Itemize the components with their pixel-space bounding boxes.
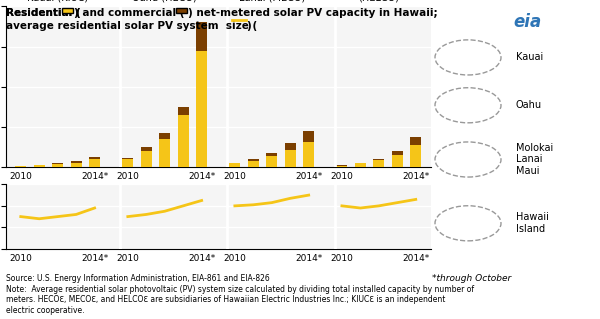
- Text: *through October: *through October: [432, 274, 511, 283]
- Bar: [410, 137, 421, 145]
- Text: Source: U.S. Energy Information Administration, EIA-861 and EIA-826
Note:  Avera: Source: U.S. Energy Information Administ…: [6, 274, 474, 315]
- Text: Kauai (KIUC): Kauai (KIUC): [27, 0, 88, 2]
- Bar: [34, 165, 45, 166]
- Bar: [89, 157, 100, 160]
- Bar: [284, 150, 296, 167]
- Bar: [122, 158, 133, 160]
- Text: Oahu: Oahu: [516, 100, 542, 110]
- Text: ): ): [246, 21, 251, 31]
- Bar: [15, 166, 26, 167]
- Bar: [141, 151, 152, 167]
- Bar: [392, 155, 403, 167]
- Bar: [34, 166, 45, 167]
- Text: Hawaii Island
(HELCO): Hawaii Island (HELCO): [346, 0, 412, 2]
- Bar: [303, 131, 314, 142]
- Text: Kauai: Kauai: [516, 52, 543, 63]
- Text: Molokai
Lanai
Maui: Molokai Lanai Maui: [516, 143, 553, 176]
- Text: eia: eia: [514, 13, 542, 31]
- Text: average residential solar PV system  size (: average residential solar PV system size…: [6, 21, 257, 31]
- Bar: [141, 147, 152, 151]
- Bar: [159, 133, 170, 139]
- Bar: [89, 160, 100, 167]
- Text: Residential (: Residential (: [6, 8, 80, 18]
- Bar: [373, 160, 385, 167]
- Text: ) and commercial (: ) and commercial (: [74, 8, 185, 18]
- Bar: [159, 139, 170, 167]
- Bar: [248, 161, 259, 167]
- Bar: [410, 145, 421, 167]
- Text: Residential (: Residential (: [6, 8, 80, 18]
- Bar: [52, 163, 63, 164]
- Bar: [355, 163, 366, 167]
- Bar: [178, 115, 189, 167]
- Bar: [392, 151, 403, 155]
- Bar: [122, 160, 133, 167]
- Bar: [337, 166, 347, 167]
- Bar: [266, 153, 277, 156]
- Text: Maui, Molokai,
Lanai (MECO): Maui, Molokai, Lanai (MECO): [237, 0, 307, 2]
- Bar: [196, 51, 207, 167]
- Text: Oahu (HECO): Oahu (HECO): [133, 0, 197, 2]
- Bar: [71, 161, 82, 163]
- Text: Hawaii
Island: Hawaii Island: [516, 212, 549, 234]
- Bar: [248, 160, 259, 161]
- Bar: [52, 164, 63, 167]
- Bar: [196, 22, 207, 51]
- Bar: [229, 163, 241, 167]
- Bar: [303, 142, 314, 167]
- Bar: [373, 159, 385, 160]
- Text: ) net-metered solar PV capacity in Hawaii;: ) net-metered solar PV capacity in Hawai…: [188, 8, 438, 18]
- Bar: [71, 163, 82, 167]
- Bar: [178, 107, 189, 115]
- Bar: [284, 143, 296, 150]
- Bar: [266, 156, 277, 167]
